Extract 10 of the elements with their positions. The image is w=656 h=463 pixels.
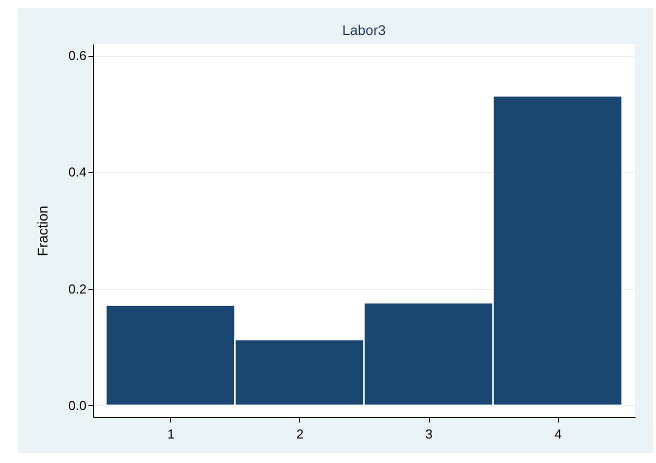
y-axis-title: Fraction: [34, 206, 50, 256]
y-tick-label: 0.6: [68, 48, 86, 64]
x-tick-label: 1: [167, 426, 175, 442]
chart-title: Labor3: [342, 22, 386, 38]
x-tick-label: 2: [296, 426, 304, 442]
y-tick-label: 0.4: [68, 164, 86, 180]
y-tick-label: 0.0: [68, 398, 86, 413]
x-tick-label: 4: [554, 426, 562, 442]
y-tick-label: 0.2: [68, 281, 86, 296]
x-tick-label: 3: [425, 426, 433, 442]
